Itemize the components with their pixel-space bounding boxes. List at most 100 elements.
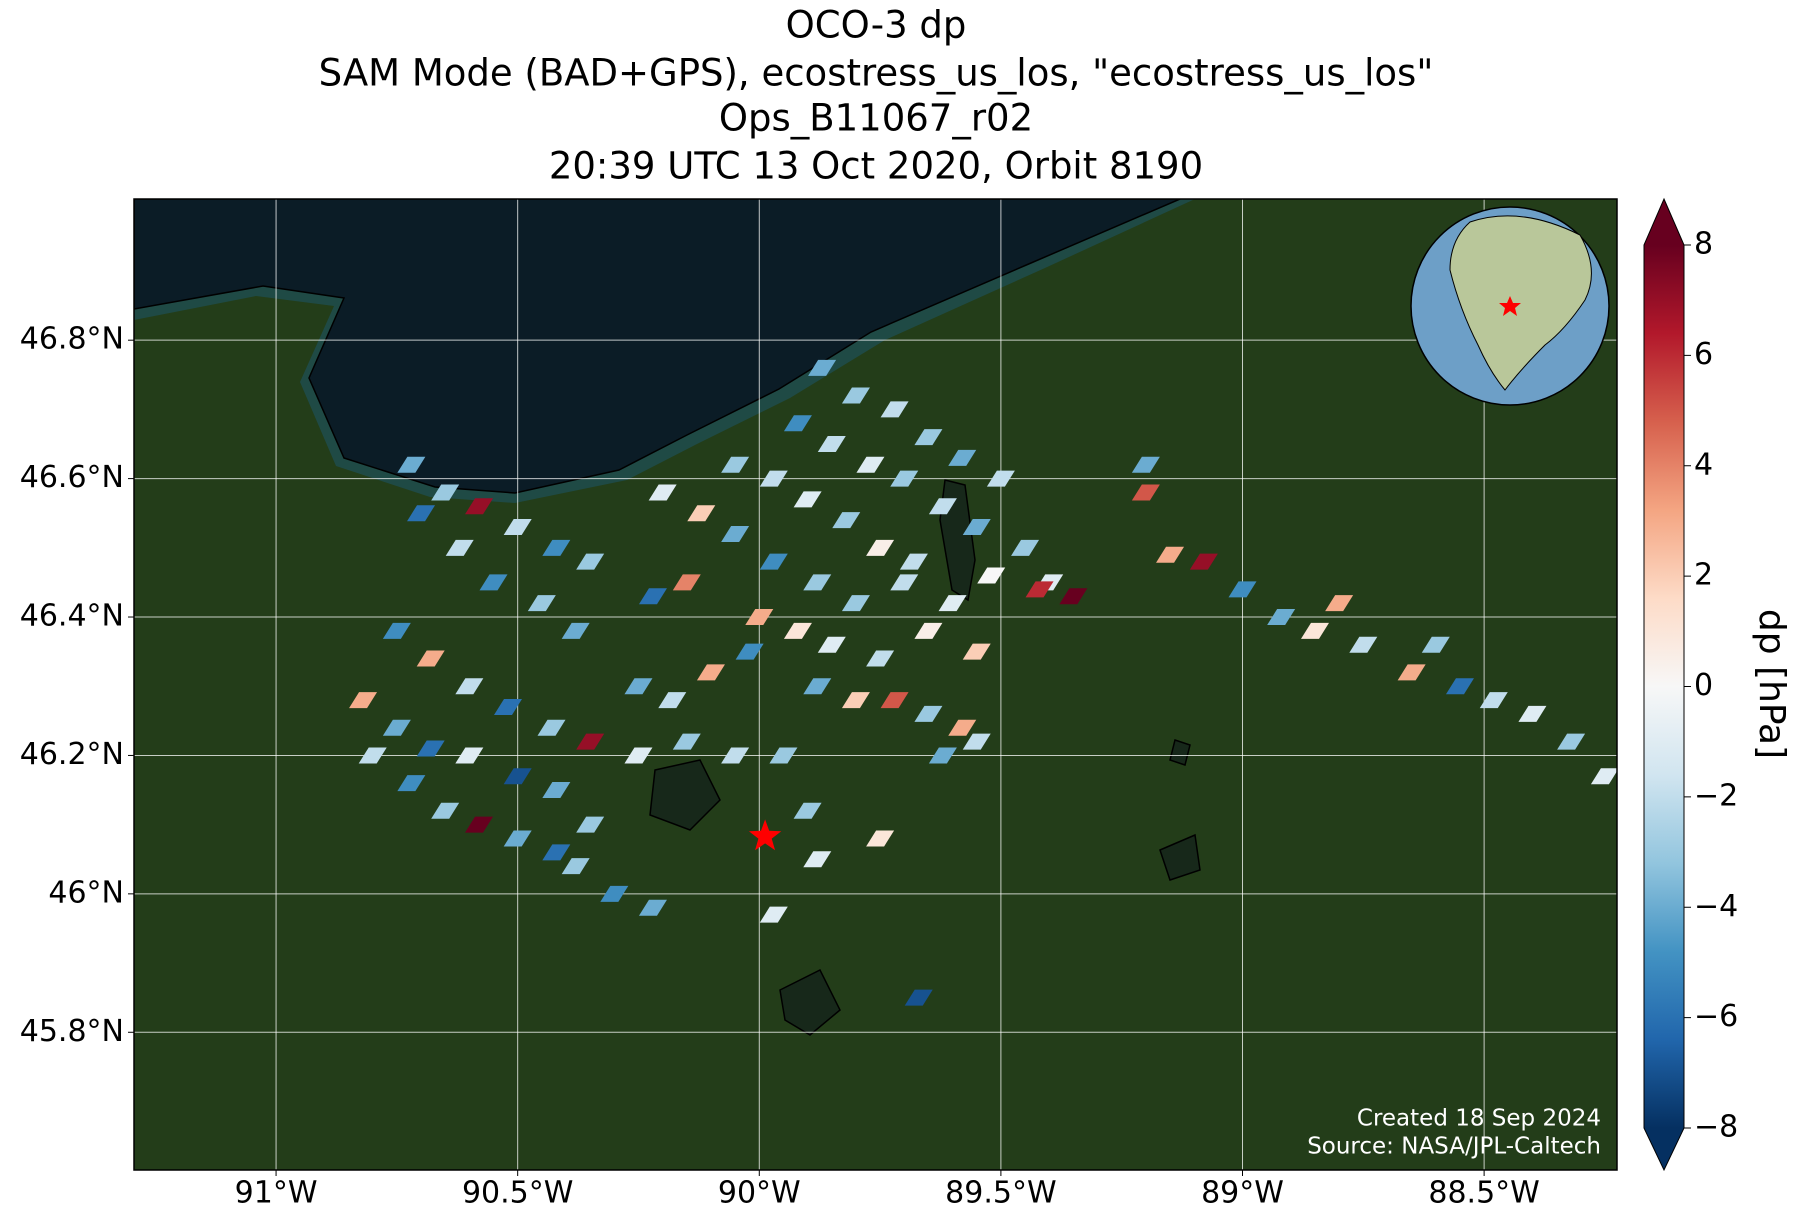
sounding [576, 816, 605, 833]
sounding [783, 622, 812, 639]
sounding [600, 885, 629, 902]
sounding [527, 595, 556, 612]
sounding [817, 435, 846, 452]
globe-land [1449, 215, 1592, 391]
y-tick-label: 46.8°N [20, 322, 124, 357]
colorbar-tick-label: −8 [1694, 1110, 1738, 1145]
credit: Created 18 Sep 2024 [1357, 1106, 1601, 1132]
colorbar-label: dp [hPa] [1751, 609, 1792, 759]
sounding [962, 733, 991, 750]
sounding [866, 650, 895, 667]
sounding [416, 650, 445, 667]
sounding [1011, 539, 1040, 556]
sounding [382, 622, 411, 639]
sounding [349, 692, 378, 709]
sounding [721, 525, 750, 542]
y-tick-label: 46.6°N [20, 460, 124, 495]
sounding [542, 844, 571, 861]
sounding [638, 899, 667, 916]
sounding [503, 768, 532, 785]
x-tick-label: 90.5°W [462, 1176, 573, 1211]
title-line: 20:39 UTC 13 Oct 2020, Orbit 8190 [549, 145, 1203, 188]
colorbar-tick-label: −6 [1694, 999, 1738, 1034]
sounding [769, 747, 798, 764]
colorbar-tick-label: −4 [1694, 889, 1738, 924]
sounding [856, 456, 885, 473]
sounding [576, 553, 605, 570]
colorbar-extend-max [1644, 199, 1684, 245]
sounding [721, 747, 750, 764]
colorbar-extend-min [1644, 1128, 1684, 1170]
credit: Source: NASA/JPL-Caltech [1307, 1134, 1601, 1160]
sounding [465, 498, 494, 515]
sounding [904, 989, 933, 1006]
sounding [576, 733, 605, 750]
sounding [721, 456, 750, 473]
sounding [397, 775, 426, 792]
sounding [479, 574, 508, 591]
sounding [803, 678, 832, 695]
sounding [1479, 692, 1508, 709]
target-star [748, 819, 782, 851]
x-tick-label: 88.5°W [1428, 1176, 1539, 1211]
sounding [407, 505, 436, 522]
sounding [841, 595, 870, 612]
sounding [465, 816, 494, 833]
sounding [962, 519, 991, 536]
sounding [948, 719, 977, 736]
sounding [914, 705, 943, 722]
sounding [914, 622, 943, 639]
sounding [503, 830, 532, 847]
inset-globe [1410, 206, 1610, 406]
sounding [494, 698, 523, 715]
sounding [808, 359, 837, 376]
basemap [134, 199, 1617, 1170]
globe-target [1499, 296, 1521, 316]
sounding [624, 678, 653, 695]
sounding [382, 719, 411, 736]
sounding [1228, 581, 1257, 598]
sounding [880, 401, 909, 418]
x-tick-label: 89.5°W [945, 1176, 1056, 1211]
sounding [561, 858, 590, 875]
soundings [349, 359, 1617, 1006]
sounding [1325, 595, 1354, 612]
sounding [687, 505, 716, 522]
sounding [1189, 553, 1218, 570]
sounding [1131, 484, 1160, 501]
sounding [832, 512, 861, 529]
sounding [948, 449, 977, 466]
sounding [759, 553, 788, 570]
sounding [537, 719, 566, 736]
sounding [542, 539, 571, 556]
sounding [735, 643, 764, 660]
sounding [503, 519, 532, 536]
sounding [928, 747, 957, 764]
colorbar-tick-label: 0 [1694, 668, 1713, 703]
sounding [890, 470, 919, 487]
title-line: Ops_B11067_r02 [719, 97, 1033, 140]
title-line: SAM Mode (BAD+GPS), ecostress_us_los, "e… [319, 52, 1434, 95]
sounding [866, 539, 895, 556]
sounding [841, 692, 870, 709]
sounding [899, 553, 928, 570]
colorbar: dp [hPa] 8 6 4 2 0 −2 −4 −6 −8 [1643, 197, 1792, 1172]
y-tick-label: 45.8°N [20, 1014, 124, 1049]
title: OCO-3 dp SAM Mode (BAD+GPS), ecostress_u… [319, 4, 1434, 188]
sounding [638, 588, 667, 605]
sounding [938, 595, 967, 612]
sounding [977, 567, 1006, 584]
sounding [890, 574, 919, 591]
colorbar-tick-label: 4 [1694, 447, 1713, 482]
sounding [1300, 622, 1329, 639]
sounding [1349, 636, 1378, 653]
sounding [1445, 678, 1474, 695]
sounding [803, 574, 832, 591]
sounding [841, 387, 870, 404]
sounding [624, 747, 653, 764]
sounding [648, 484, 677, 501]
sounding [986, 470, 1015, 487]
sounding [783, 415, 812, 432]
sounding [1518, 705, 1547, 722]
